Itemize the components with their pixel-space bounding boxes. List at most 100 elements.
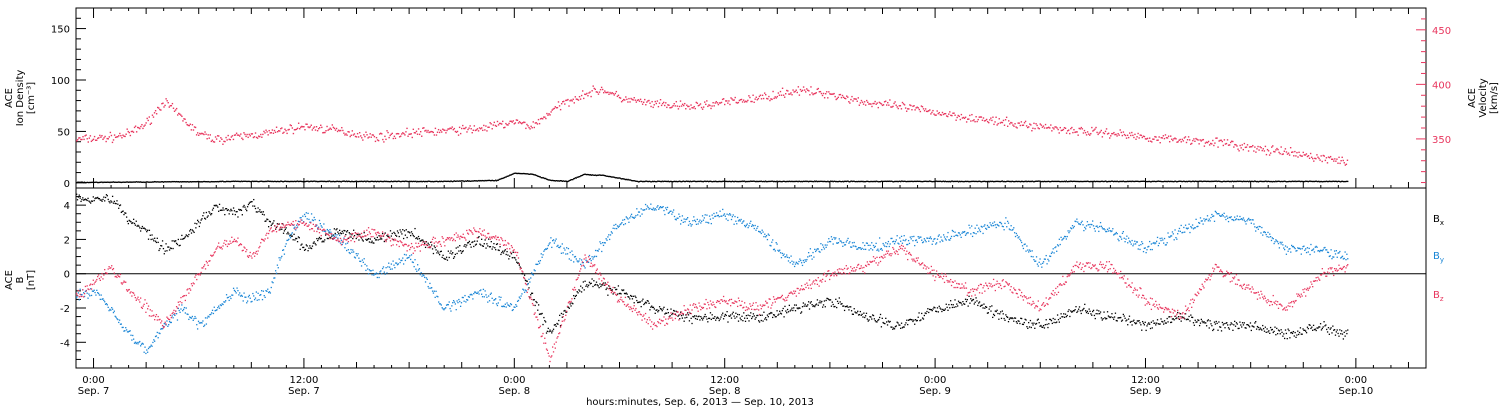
velocity-point [768, 95, 770, 98]
bx-point [1142, 322, 1145, 324]
by-point [428, 287, 430, 289]
bx-point [146, 230, 148, 233]
density-point [267, 180, 270, 182]
velocity-point [356, 132, 359, 135]
density-point [779, 180, 782, 183]
velocity-point [205, 133, 207, 135]
velocity-point [524, 121, 526, 124]
density-point [687, 180, 690, 182]
density-point [957, 181, 960, 183]
density-point [603, 174, 606, 177]
density-point [1248, 181, 1250, 183]
density-point [1130, 180, 1132, 183]
by-point [239, 292, 241, 294]
velocity-point [997, 122, 999, 125]
bx-point [468, 240, 471, 243]
density-point [1035, 180, 1038, 182]
bx-point [1160, 318, 1162, 320]
velocity-point [774, 96, 776, 98]
density-point [439, 180, 442, 183]
bx-point [156, 237, 158, 239]
velocity-point [675, 100, 678, 103]
velocity-point [1263, 150, 1266, 152]
velocity-point [1073, 128, 1075, 131]
velocity-point [1006, 125, 1009, 127]
velocity-point [1060, 129, 1063, 132]
by-point [96, 289, 98, 291]
by-point [119, 323, 122, 325]
by-point [624, 223, 627, 225]
bx-point [162, 247, 165, 250]
bx-point [443, 257, 445, 260]
density-point [473, 180, 476, 182]
density-point [544, 177, 546, 180]
bx-point [814, 304, 817, 306]
density-point [405, 180, 407, 182]
velocity-point [983, 120, 986, 122]
by-point [132, 338, 135, 340]
velocity-point [1053, 128, 1055, 130]
bx-point [446, 259, 449, 261]
velocity-point [1021, 124, 1024, 127]
bx-point [630, 295, 633, 298]
density-point [899, 180, 901, 182]
by-point [543, 250, 545, 252]
bx-point [330, 237, 332, 239]
density-point [1065, 180, 1068, 182]
velocity-point [144, 124, 146, 126]
velocity-point [972, 119, 974, 122]
velocity-point [1031, 130, 1033, 132]
by-point [474, 291, 477, 293]
bx-point [657, 311, 659, 313]
velocity-point [1034, 127, 1036, 130]
density-point [907, 180, 909, 183]
velocity-point [964, 116, 967, 118]
bx-point [732, 311, 734, 313]
by-point [476, 292, 478, 294]
velocity-point [657, 105, 660, 108]
density-point [170, 181, 172, 183]
bx-point [681, 317, 684, 319]
bx-point [702, 317, 705, 319]
density-point [1189, 180, 1191, 182]
bx-point [445, 256, 448, 258]
density-point [921, 181, 924, 183]
bx-point [954, 299, 956, 301]
velocity-point [1037, 127, 1039, 129]
bx-point [1342, 338, 1345, 340]
density-point [549, 179, 551, 181]
bx-point [956, 303, 958, 305]
density-point [143, 181, 145, 184]
velocity-point [424, 130, 426, 132]
by-point [643, 209, 645, 211]
density-point [672, 181, 674, 183]
velocity-point [933, 113, 935, 115]
density-point [1076, 180, 1078, 183]
density-point [1169, 180, 1171, 183]
density-point [810, 180, 812, 183]
density-point [1334, 180, 1337, 182]
bx-point [641, 300, 643, 302]
density-point [811, 180, 813, 183]
by-point [245, 296, 247, 298]
velocity-point [915, 107, 917, 109]
by-point [305, 212, 307, 214]
by-point [587, 261, 590, 264]
velocity-point [839, 93, 842, 96]
by-point [211, 309, 214, 311]
bx-point [267, 226, 270, 228]
velocity-point [1220, 139, 1222, 141]
bx-point [763, 311, 765, 313]
density-point [319, 180, 322, 183]
bx-point [208, 211, 210, 213]
bx-point [1035, 322, 1038, 325]
bx-point [1119, 317, 1121, 319]
velocity-point [1306, 155, 1309, 158]
velocity-point [1257, 145, 1259, 148]
velocity-point [656, 100, 659, 102]
bx-point [576, 291, 578, 293]
by-point [585, 259, 587, 261]
density-point [313, 180, 315, 182]
velocity-point [636, 99, 639, 102]
